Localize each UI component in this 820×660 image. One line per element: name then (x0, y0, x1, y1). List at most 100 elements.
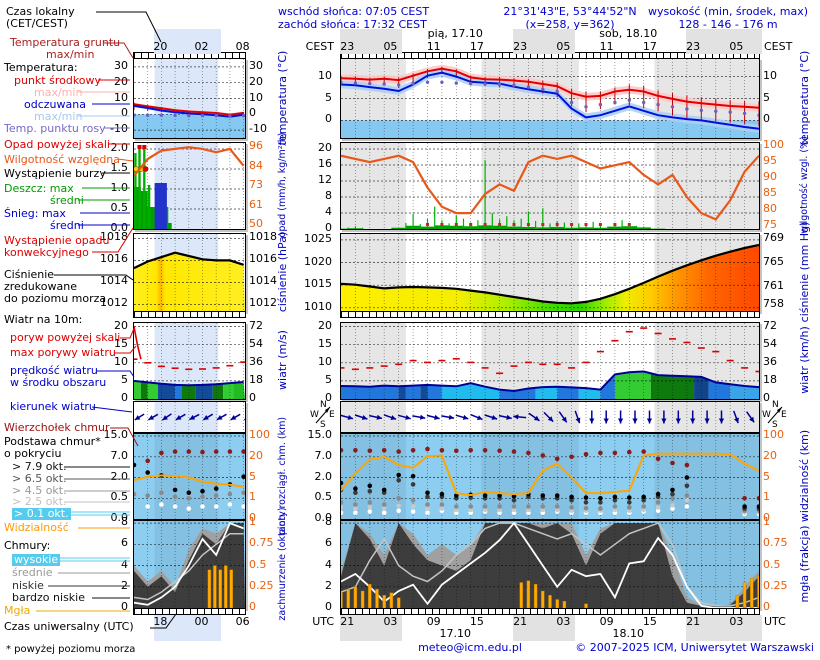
axis-tick: 100 (763, 428, 784, 441)
axis-tick: 1 (249, 490, 256, 504)
axis-title-right: wiatr (km/h) (798, 326, 811, 394)
axis-title-left: opad (mm/h, kg/m²/h) (277, 132, 288, 238)
time-label-mini-top: 02 (194, 40, 209, 53)
axis-tick: 758 (763, 297, 784, 311)
night-shade-header (685, 29, 762, 54)
legend-label: Temperatura: (4, 61, 78, 74)
axis-tick: 20 (318, 141, 332, 154)
legend-label: Opad powyżej skali (4, 138, 110, 151)
axis-tick: 0.75 (763, 536, 788, 550)
axis-tick: 0.5 (110, 490, 129, 504)
time-label-cest: 11 (426, 40, 441, 53)
axis-tick: 18 (763, 372, 777, 386)
axis-tick: 6 (121, 536, 128, 550)
axis-tick: 20 (763, 448, 777, 462)
axis-tick: 0 (325, 221, 332, 234)
legend-label: Temp. punktu rosy (4, 122, 106, 135)
axis-tick: 0 (325, 391, 332, 404)
legend-label: Ciśnienie (4, 268, 55, 281)
panel-cloud-cover-mini (133, 520, 246, 609)
axis-tick: 5 (763, 469, 770, 483)
time-tick-strip (340, 608, 760, 615)
axis-tick: 761 (763, 278, 784, 292)
legend-label: w środku obszaru (10, 376, 107, 389)
legend-label: max porywy wiatru (10, 346, 116, 359)
axis-tick: 73 (249, 178, 263, 191)
panel-wind-direction-mini (133, 401, 246, 433)
axis-tick: 0 (249, 106, 256, 120)
axis-tick: 10 (249, 90, 263, 104)
axis-tick: 5 (249, 469, 256, 483)
axis-title-left: wiatr (m/s) (276, 330, 289, 390)
axis-tick: 10 (318, 354, 332, 368)
axis-tick: 12 (318, 173, 332, 186)
elevation-label: wysokość (min, środek, max) (647, 5, 809, 18)
legend-label: > 0.1 okt. (12, 507, 71, 520)
axis-tick: 20 (249, 74, 263, 88)
axis-tick: 54 (249, 336, 263, 350)
legend-label: średnie (12, 566, 53, 579)
axis-tick: 1025 (304, 231, 332, 245)
panel-pressure-mini (133, 233, 246, 312)
night-shade-header-mini (153, 29, 222, 54)
legend-label: Widzialność (4, 521, 69, 534)
axis-tick: 85 (763, 185, 777, 199)
axis-tick: 5 (325, 90, 332, 104)
axis-tick: 8 (325, 515, 332, 529)
night-shade-footer (685, 615, 762, 641)
compass-e: E (781, 410, 787, 420)
legend-label: Wiatr na 10m: (4, 313, 83, 326)
night-shade-footer (340, 615, 402, 641)
time-label-utc: 15 (642, 615, 657, 628)
legend-label: Wierzchołek chmur (4, 421, 110, 434)
email-link[interactable]: meteo@icm.edu.pl (418, 641, 522, 654)
time-label-utc: 03 (383, 615, 398, 628)
axis-tick: 0.5 (110, 201, 129, 214)
axis-tick: 0 (121, 106, 128, 120)
axis-tick: 1014 (100, 274, 128, 288)
axis-tick: 0 (121, 600, 128, 613)
axis-tick: 1.0 (110, 181, 129, 194)
coordinates-text: 21°31'43"E, 53°44'52"N (503, 5, 637, 18)
time-label-cest: 05 (556, 40, 571, 53)
legend-label: Śnieg: max (4, 207, 66, 220)
axis-tick: 20 (249, 448, 263, 462)
legend-label: odczuwana (24, 98, 86, 111)
legend-label: Chmury: (4, 539, 51, 552)
legend-label: Wystąpienie opadu (4, 234, 110, 247)
axis-tick: 0.75 (249, 536, 274, 550)
time-label-utc: 21 (340, 615, 355, 628)
axis-tick: 1020 (304, 254, 332, 268)
axis-tick: 2.0 (110, 141, 129, 154)
axis-tick: 0 (763, 511, 770, 524)
time-label-utc: 09 (599, 615, 614, 628)
axis-tick: 1016 (249, 252, 277, 266)
corner-cest-left: CEST (305, 40, 334, 53)
axis-tick: 0 (763, 112, 770, 126)
compass-w: W (310, 410, 319, 420)
panel-wind-main (340, 322, 760, 400)
axis-tick: 10 (763, 68, 777, 82)
compass-w: W (762, 410, 771, 420)
axis-title-right: ciśnienie (mm Hg) (798, 221, 811, 322)
axis-tick: 1 (249, 515, 256, 529)
panel-temperature-main (340, 58, 760, 139)
axis-tick: 765 (763, 254, 784, 268)
time-label-utc: 03 (729, 615, 744, 628)
axis-tick: 1010 (304, 299, 332, 313)
time-label-utc: 21 (686, 615, 701, 628)
axis-tick: 1 (763, 490, 770, 504)
compass-s: S (320, 420, 326, 430)
time-tick-strip (133, 608, 246, 615)
legend-label: > 2.5 okt. (12, 495, 67, 508)
axis-tick: 1 (763, 515, 770, 529)
time-label-cest: 23 (686, 40, 701, 53)
legend-label: bardzo niskie (12, 591, 85, 604)
sunrise-text: wschód słońca: 07:05 CEST (278, 5, 430, 18)
legend-label: prędkość wiatru (10, 364, 98, 377)
axis-tick: 0.5 (249, 557, 267, 571)
axis-tick: 15 (318, 336, 332, 350)
time-label-utc: 09 (426, 615, 441, 628)
legend-label: średni (50, 194, 84, 207)
